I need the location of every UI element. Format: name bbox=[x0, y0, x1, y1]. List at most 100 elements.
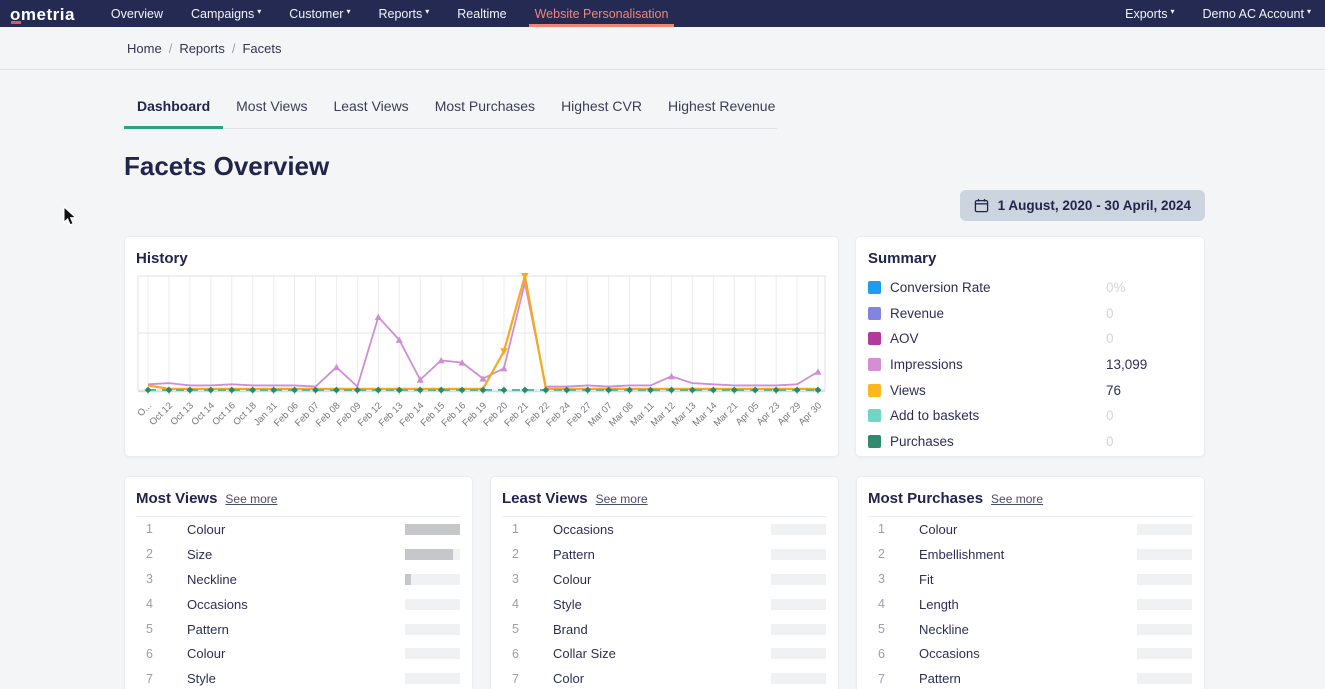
list-item: 3 Neckline bbox=[136, 567, 461, 592]
list-item: 5 Brand bbox=[502, 617, 827, 642]
chevron-down-icon: ▾ bbox=[257, 6, 262, 16]
conversion-rate-value: 0% bbox=[1106, 280, 1126, 296]
list-item: 5 Pattern bbox=[136, 617, 461, 642]
top-cards: History O... Oct 12 Oct 13 Oct 14 Oct 16 Oct … bbox=[124, 236, 1205, 457]
value-bar bbox=[1137, 573, 1192, 585]
revenue-swatch bbox=[868, 306, 881, 320]
value-bar bbox=[405, 648, 460, 660]
breadcrumb-separator: / bbox=[168, 40, 173, 56]
value-bar bbox=[771, 673, 826, 685]
add-to-baskets-swatch bbox=[868, 409, 881, 423]
tab-least-views[interactable]: Least Views bbox=[333, 98, 409, 114]
history-card: History O... Oct 12 Oct 13 Oct 14 Oct 16 Oct … bbox=[124, 236, 839, 457]
main-content: Dashboard Most Views Least Views Most Pu… bbox=[0, 70, 1325, 689]
top-nav: ometria Overview Campaigns ▾ Customer ▾ Re… bbox=[0, 0, 1325, 27]
value-bar bbox=[1137, 548, 1192, 560]
summary-row-aov: AOV 0 bbox=[868, 326, 1192, 352]
summary-row-views: Views 76 bbox=[868, 377, 1192, 403]
summary-row-purchases: Purchases 0 bbox=[868, 429, 1192, 455]
aov-value: 0 bbox=[1106, 331, 1114, 347]
value-bar bbox=[1137, 523, 1192, 535]
date-range-picker[interactable]: 1 August, 2020 - 30 April, 2024 bbox=[959, 190, 1205, 221]
purchases-swatch bbox=[868, 434, 881, 448]
list-item: 6 Collar Size bbox=[502, 641, 827, 666]
chevron-down-icon: ▾ bbox=[425, 6, 430, 16]
value-bar bbox=[1137, 598, 1192, 610]
breadcrumb: Home / Reports / Facets bbox=[0, 27, 1325, 70]
value-bar bbox=[405, 573, 460, 585]
value-bar bbox=[405, 623, 460, 635]
list-item: 7 Pattern bbox=[868, 666, 1193, 689]
tab-bar: Dashboard Most Views Least Views Most Pu… bbox=[124, 88, 777, 129]
list-item: 4 Length bbox=[868, 592, 1193, 617]
list-item: 2 Pattern bbox=[502, 542, 827, 567]
views-value: 76 bbox=[1106, 382, 1122, 398]
value-bar bbox=[771, 523, 826, 535]
breadcrumb-separator: / bbox=[231, 40, 236, 56]
most-views-see-more-link[interactable]: See more bbox=[225, 492, 278, 506]
nav-item-reports[interactable]: Reports ▾ bbox=[378, 6, 430, 21]
value-bar bbox=[771, 598, 826, 610]
least-views-card: Least Views See more 1 Occasions 2 Pattern… bbox=[490, 476, 839, 689]
nav-item-website-personalisation[interactable]: Website Personalisation bbox=[521, 0, 683, 27]
least-views-title: Least Views bbox=[502, 490, 588, 507]
date-row: 1 August, 2020 - 30 April, 2024 bbox=[124, 190, 1205, 221]
list-item: 7 Color bbox=[502, 666, 827, 689]
list-item: 6 Occasions bbox=[868, 641, 1193, 666]
most-views-card: Most Views See more 1 Colour 2 Size 3 Neckl… bbox=[124, 476, 473, 689]
add-to-baskets-value: 0 bbox=[1106, 408, 1114, 424]
impressions-swatch bbox=[868, 358, 881, 372]
value-bar bbox=[1137, 673, 1192, 685]
date-range-label: 1 August, 2020 - 30 April, 2024 bbox=[997, 198, 1191, 213]
tab-highest-cvr[interactable]: Highest CVR bbox=[561, 98, 642, 114]
summary-title: Summary bbox=[868, 250, 937, 267]
chevron-down-icon: ▾ bbox=[346, 6, 351, 16]
views-swatch bbox=[868, 383, 881, 397]
tab-most-views[interactable]: Most Views bbox=[236, 98, 308, 114]
bottom-cards: Most Views See more 1 Colour 2 Size 3 Neckl… bbox=[124, 476, 1205, 689]
value-bar bbox=[771, 648, 826, 660]
value-bar bbox=[405, 673, 460, 685]
ometria-logo[interactable]: ometria bbox=[0, 0, 75, 27]
tab-highest-revenue[interactable]: Highest Revenue bbox=[667, 98, 776, 114]
list-item: 6 Colour bbox=[136, 641, 461, 666]
list-item: 1 Colour bbox=[868, 517, 1193, 542]
least-views-see-more-link[interactable]: See more bbox=[595, 492, 648, 506]
nav-item-customer[interactable]: Customer ▾ bbox=[289, 6, 351, 21]
list-item: 4 Style bbox=[502, 592, 827, 617]
list-item: 2 Embellishment bbox=[868, 542, 1193, 567]
summary-row-conversion-rate: Conversion Rate 0% bbox=[868, 275, 1192, 301]
nav-item-overview[interactable]: Overview bbox=[110, 6, 164, 21]
most-views-title: Most Views bbox=[136, 490, 218, 507]
svg-text:Mar 21: Mar 21 bbox=[712, 400, 741, 429]
nav-item-exports[interactable]: Exports ▾ bbox=[1125, 6, 1175, 21]
nav-item-realtime[interactable]: Realtime bbox=[457, 6, 507, 21]
value-bar bbox=[1137, 648, 1192, 660]
most-purchases-card: Most Purchases See more 1 Colour 2 Embelli… bbox=[856, 476, 1205, 689]
breadcrumb-reports[interactable]: Reports bbox=[179, 40, 225, 56]
value-bar bbox=[771, 573, 826, 585]
page-title: Facets Overview bbox=[124, 151, 330, 181]
nav-item-campaigns[interactable]: Campaigns ▾ bbox=[191, 6, 262, 21]
list-item: 3 Fit bbox=[868, 567, 1193, 592]
purchases-value: 0 bbox=[1106, 433, 1114, 449]
value-bar bbox=[1137, 623, 1192, 635]
list-item: 1 Occasions bbox=[502, 517, 827, 542]
breadcrumb-facets[interactable]: Facets bbox=[242, 40, 282, 56]
most-purchases-title: Most Purchases bbox=[868, 490, 984, 507]
chevron-down-icon: ▾ bbox=[1170, 6, 1175, 16]
list-item: 4 Occasions bbox=[136, 592, 461, 617]
summary-row-revenue: Revenue 0 bbox=[868, 301, 1192, 327]
aov-swatch bbox=[868, 332, 881, 346]
most-purchases-see-more-link[interactable]: See more bbox=[991, 492, 1044, 506]
tab-dashboard[interactable]: Dashboard bbox=[124, 88, 224, 129]
list-item: 3 Colour bbox=[502, 567, 827, 592]
nav-item-account[interactable]: Demo AC Account ▾ bbox=[1202, 6, 1311, 21]
summary-row-add-to-baskets: Add to baskets 0 bbox=[868, 403, 1192, 429]
history-title: History bbox=[136, 250, 188, 267]
value-bar bbox=[405, 598, 460, 610]
value-bar bbox=[771, 548, 826, 560]
tab-most-purchases[interactable]: Most Purchases bbox=[434, 98, 536, 114]
breadcrumb-home[interactable]: Home bbox=[127, 40, 162, 56]
